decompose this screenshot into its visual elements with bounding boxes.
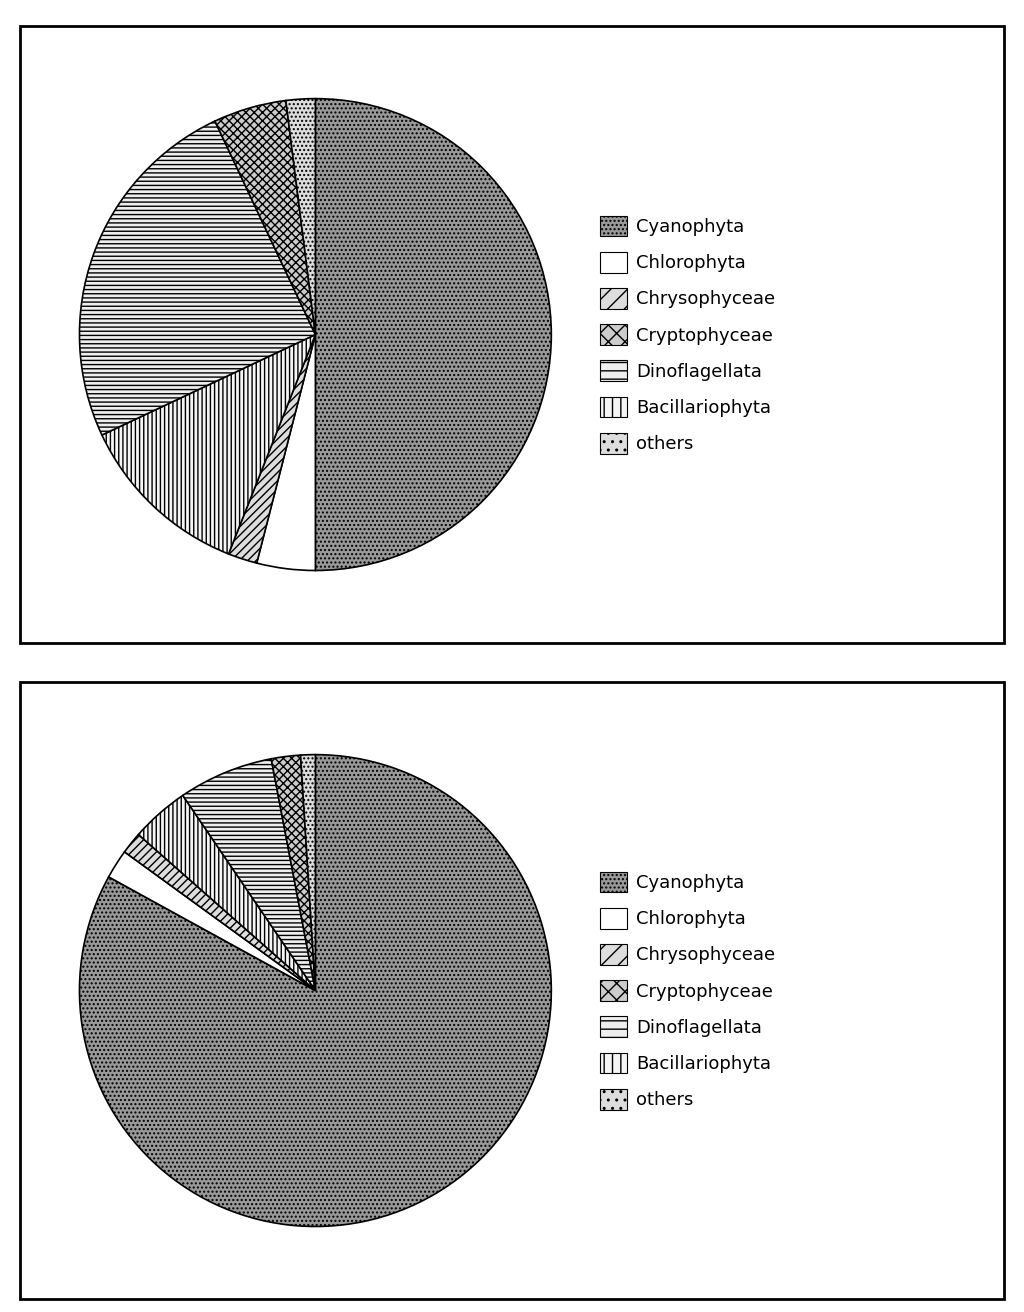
Wedge shape (80, 754, 551, 1227)
Wedge shape (301, 754, 315, 991)
Wedge shape (315, 98, 551, 571)
Wedge shape (215, 101, 315, 335)
Wedge shape (257, 335, 315, 571)
Wedge shape (271, 756, 315, 991)
Wedge shape (286, 98, 315, 335)
Legend: Cyanophyta, Chlorophyta, Chrysophyceae, Cryptophyceae, Dinoflagellata, Bacillari: Cyanophyta, Chlorophyta, Chrysophyceae, … (600, 215, 775, 454)
Wedge shape (228, 335, 315, 563)
Wedge shape (109, 851, 315, 991)
Legend: Cyanophyta, Chlorophyta, Chrysophyceae, Cryptophyceae, Dinoflagellata, Bacillari: Cyanophyta, Chlorophyta, Chrysophyceae, … (600, 871, 775, 1110)
Wedge shape (102, 335, 315, 554)
Wedge shape (138, 795, 315, 991)
Wedge shape (125, 834, 315, 991)
Wedge shape (80, 121, 315, 436)
Wedge shape (182, 758, 315, 991)
